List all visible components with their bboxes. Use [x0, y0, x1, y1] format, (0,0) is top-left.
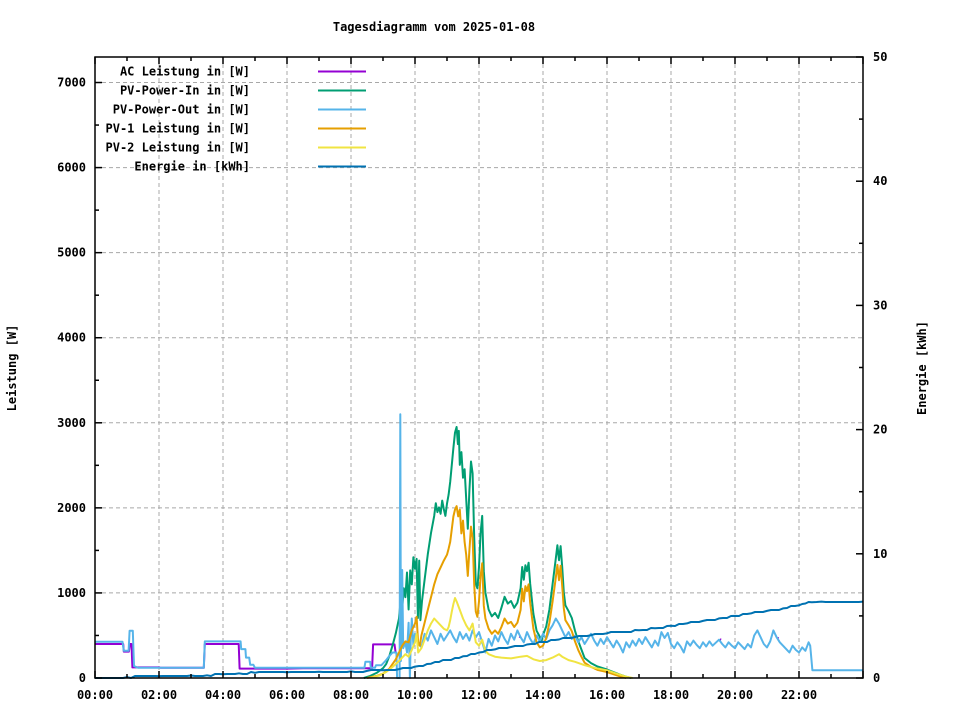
series-pv_out: [95, 413, 863, 679]
y-right-tick-label: 0: [873, 671, 880, 685]
series-pv_in: [363, 426, 632, 679]
x-tick-label: 08:00: [333, 688, 369, 702]
series-line-pv_in: [363, 426, 632, 679]
y-left-tick-label: 0: [79, 671, 86, 685]
legend-label-pv_in: PV-Power-In in [W]: [120, 84, 250, 98]
x-tick-label: 04:00: [205, 688, 241, 702]
legend-label-pv_out: PV-Power-Out in [W]: [113, 103, 250, 117]
y-right-tick-label: 30: [873, 298, 887, 312]
axis-ticks: [94, 56, 864, 679]
series-line-pv1: [366, 505, 627, 679]
y-right-tick-label: 20: [873, 423, 887, 437]
axis-tick-labels: 00:00 02:00 04:00 06:00 08:00 10:00 12:00 14:00…: [57, 50, 887, 702]
legend-label-pv1: PV-1 Leistung in [W]: [106, 122, 251, 136]
y-right-tick-label: 50: [873, 50, 887, 64]
series-line-pv_out: [95, 413, 863, 679]
x-tick-label: 16:00: [589, 688, 625, 702]
x-tick-label: 00:00: [77, 688, 113, 702]
y-left-tick-label: 6000: [57, 161, 86, 175]
x-tick-label: 02:00: [141, 688, 177, 702]
legend: AC Leistung in [W] PV-Power-In in [W] PV-P…: [106, 65, 366, 174]
series-pv2: [369, 597, 633, 679]
legend-label-energie: Energie in [kWh]: [134, 160, 250, 174]
grid: [95, 57, 863, 678]
legend-label-pv2: PV-2 Leistung in [W]: [106, 141, 251, 155]
x-tick-label: 14:00: [525, 688, 561, 702]
y-left-tick-label: 5000: [57, 246, 86, 260]
y-left-tick-label: 2000: [57, 501, 86, 515]
y-right-tick-label: 10: [873, 547, 887, 561]
x-tick-label: 10:00: [397, 688, 433, 702]
x-tick-label: 12:00: [461, 688, 497, 702]
y-left-tick-label: 7000: [57, 76, 86, 90]
y-right-tick-label: 40: [873, 174, 887, 188]
x-tick-label: 22:00: [781, 688, 817, 702]
y-left-tick-label: 1000: [57, 586, 86, 600]
x-tick-label: 18:00: [653, 688, 689, 702]
y-left-tick-label: 3000: [57, 416, 86, 430]
x-tick-label: 06:00: [269, 688, 305, 702]
series-pv1: [366, 505, 627, 679]
x-tick-label: 20:00: [717, 688, 753, 702]
y-left-tick-label: 4000: [57, 331, 86, 345]
series-line-pv2: [369, 597, 633, 679]
chart-title: Tagesdiagramm vom 2025-01-08: [332, 20, 536, 34]
legend-label-ac: AC Leistung in [W]: [120, 65, 250, 79]
